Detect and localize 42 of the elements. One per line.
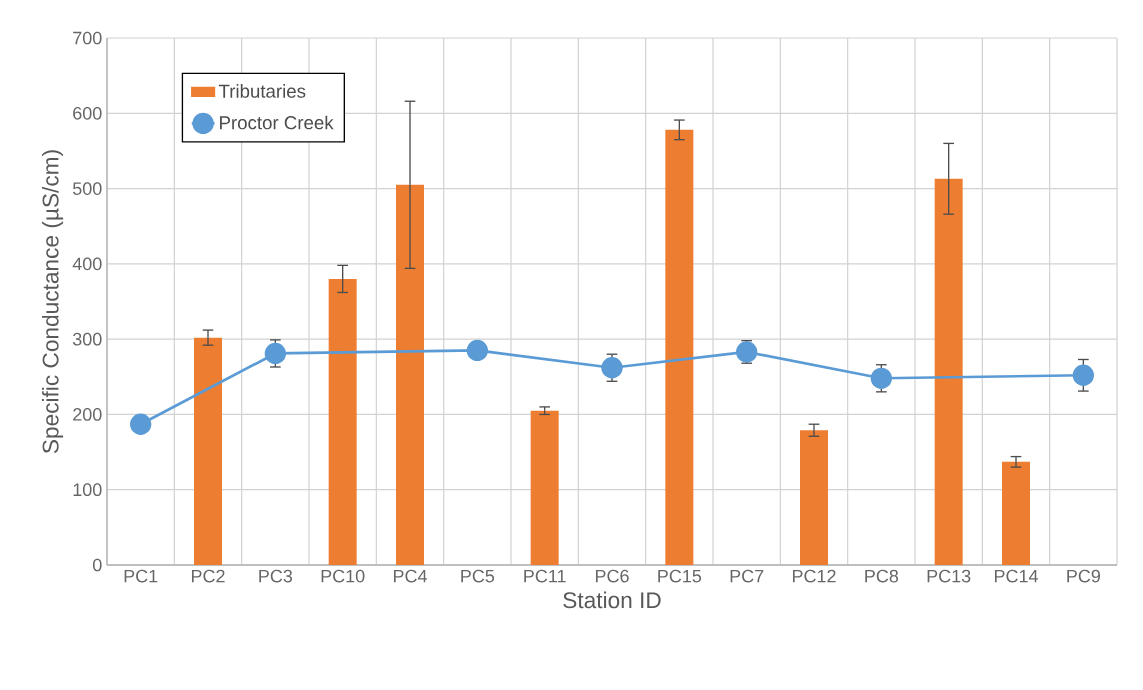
x-tick-label: PC5 (461, 569, 495, 583)
x-tick-label: PC13 (927, 569, 971, 583)
y-tick-label: 600 (73, 106, 102, 120)
bar (1002, 461, 1030, 565)
x-tick-label: PC14 (994, 569, 1038, 583)
point (1072, 364, 1095, 386)
point (601, 357, 623, 379)
bar (800, 430, 829, 565)
x-tick-label: PC9 (1067, 569, 1100, 583)
x-tick-label: PC12 (792, 569, 836, 583)
bar (934, 178, 963, 565)
bar (396, 184, 425, 565)
x-tick-label: PC15 (658, 569, 702, 583)
point (466, 339, 489, 362)
bar (665, 129, 694, 565)
y-tick-label: 700 (73, 31, 102, 45)
x-tick-label: PC4 (393, 569, 427, 583)
legend-label: Proctor Creek (220, 115, 334, 130)
x-tick-label: PC11 (524, 569, 566, 583)
bar (194, 337, 222, 565)
x-tick-label: PC3 (259, 569, 293, 583)
y-axis-title: Specific Conductance (µS/cm) (41, 150, 64, 454)
x-axis-title: Station ID (563, 591, 661, 609)
x-tick-label: PC6 (595, 569, 629, 583)
x-tick-label: PC10 (321, 569, 365, 583)
x-tick-label: PC8 (865, 569, 899, 583)
point (870, 367, 893, 389)
y-tick-label: 100 (73, 483, 102, 497)
point (736, 341, 758, 363)
bar (530, 410, 559, 565)
bar (328, 278, 357, 565)
point (264, 342, 287, 365)
x-tick-label: PC1 (124, 569, 158, 583)
y-tick-label: 300 (72, 332, 102, 346)
point (130, 413, 152, 435)
y-tick-label: 0 (92, 558, 102, 572)
y-tick-label: 200 (73, 408, 102, 421)
legend-label: Tributaries (218, 84, 306, 98)
x-tick-label: PC2 (191, 569, 225, 583)
y-tick-label: 500 (72, 182, 102, 195)
x-tick-label: PC7 (730, 569, 764, 583)
y-tick-label: 400 (72, 257, 102, 271)
